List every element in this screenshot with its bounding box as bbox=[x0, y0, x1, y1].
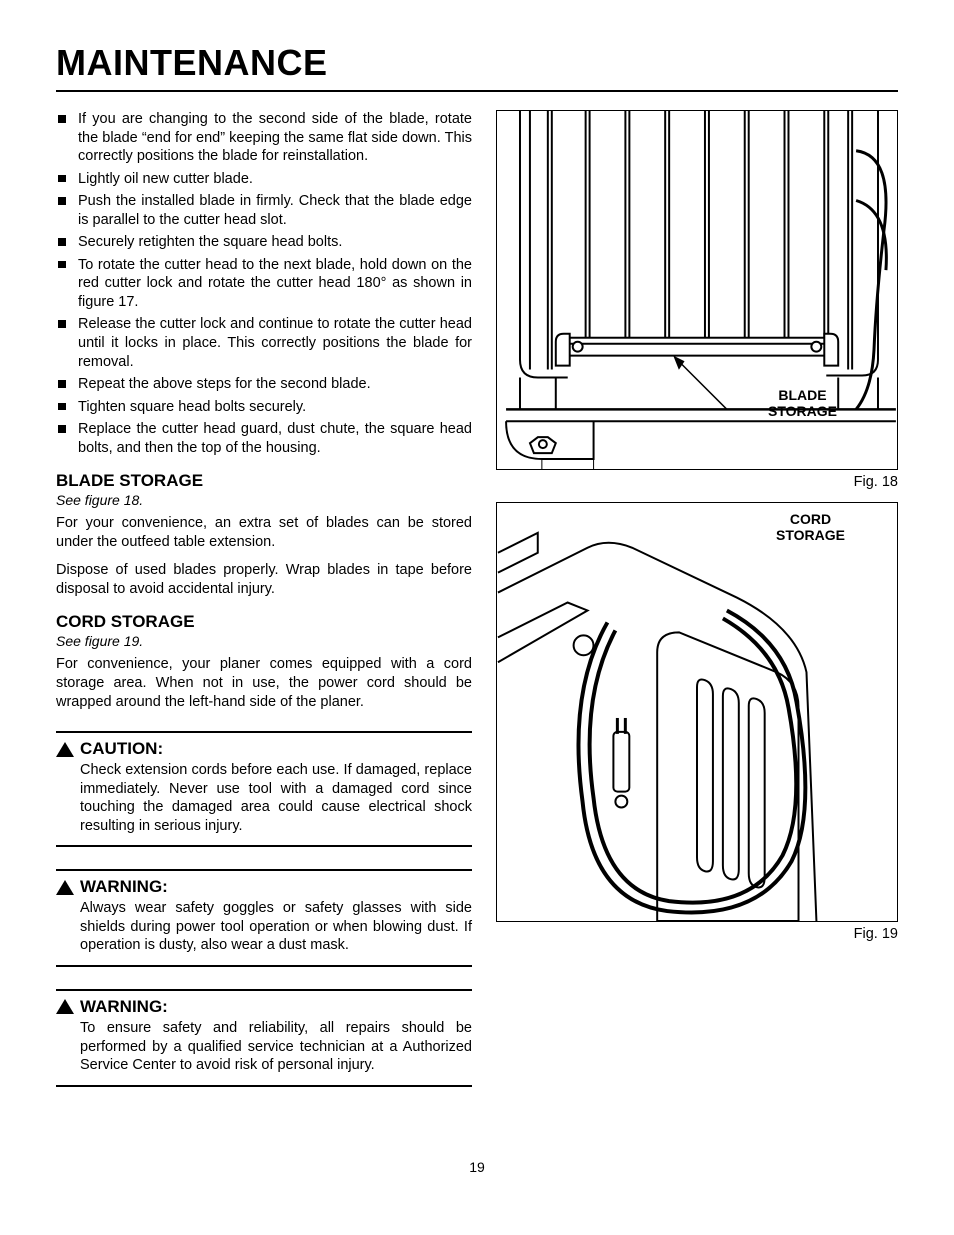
alert-icon bbox=[56, 742, 74, 757]
warning-header: WARNING: bbox=[56, 997, 472, 1017]
page-title: Maintenance bbox=[56, 42, 898, 92]
caution-body: Check extension cords before each use. I… bbox=[56, 761, 472, 835]
cord-storage-heading: CORD STORAGE bbox=[56, 612, 472, 632]
list-item: Release the cutter lock and continue to … bbox=[78, 315, 472, 371]
alert-icon bbox=[56, 999, 74, 1014]
alert-icon bbox=[56, 880, 74, 895]
figure-19: CORDSTORAGE bbox=[496, 502, 898, 922]
blade-storage-heading: BLADE STORAGE bbox=[56, 471, 472, 491]
cord-storage-illustration bbox=[497, 503, 897, 921]
body-text: For convenience, your planer comes equip… bbox=[56, 655, 472, 711]
warning-label: WARNING: bbox=[80, 877, 168, 897]
left-column: If you are changing to the second side o… bbox=[56, 110, 472, 1109]
figure-18-caption: Fig. 18 bbox=[496, 474, 898, 490]
caution-block: CAUTION: Check extension cords before ea… bbox=[56, 731, 472, 847]
warning-body: Always wear safety goggles or safety gla… bbox=[56, 899, 472, 955]
maintenance-steps-list: If you are changing to the second side o… bbox=[56, 110, 472, 457]
figure-19-caption: Fig. 19 bbox=[496, 926, 898, 942]
warning-block: WARNING: To ensure safety and reliabilit… bbox=[56, 989, 472, 1087]
caution-label: CAUTION: bbox=[80, 739, 163, 759]
list-item: If you are changing to the second side o… bbox=[78, 110, 472, 166]
figure-18: BLADESTORAGE bbox=[496, 110, 898, 470]
list-item: Replace the cutter head guard, dust chut… bbox=[78, 420, 472, 457]
warning-body: To ensure safety and reliability, all re… bbox=[56, 1019, 472, 1075]
content-columns: If you are changing to the second side o… bbox=[56, 110, 898, 1109]
right-column: BLADESTORAGE Fig. 18 bbox=[496, 110, 898, 1109]
body-text: For your convenience, an extra set of bl… bbox=[56, 514, 472, 551]
list-item: Lightly oil new cutter blade. bbox=[78, 170, 472, 189]
warning-block: WARNING: Always wear safety goggles or s… bbox=[56, 869, 472, 967]
page-number: 19 bbox=[56, 1159, 898, 1175]
cord-storage-ref: See figure 19. bbox=[56, 633, 472, 649]
list-item: To rotate the cutter head to the next bl… bbox=[78, 256, 472, 312]
list-item: Tighten square head bolts securely. bbox=[78, 398, 472, 417]
blade-storage-ref: See figure 18. bbox=[56, 492, 472, 508]
caution-header: CAUTION: bbox=[56, 739, 472, 759]
body-text: Dispose of used blades properly. Wrap bl… bbox=[56, 561, 472, 598]
list-item: Repeat the above steps for the second bl… bbox=[78, 375, 472, 394]
figure-18-label: BLADESTORAGE bbox=[768, 387, 837, 419]
warning-header: WARNING: bbox=[56, 877, 472, 897]
blade-storage-illustration bbox=[497, 111, 897, 469]
warning-label: WARNING: bbox=[80, 997, 168, 1017]
list-item: Push the installed blade in firmly. Chec… bbox=[78, 192, 472, 229]
figure-19-label: CORDSTORAGE bbox=[776, 511, 845, 543]
list-item: Securely retighten the square head bolts… bbox=[78, 233, 472, 252]
